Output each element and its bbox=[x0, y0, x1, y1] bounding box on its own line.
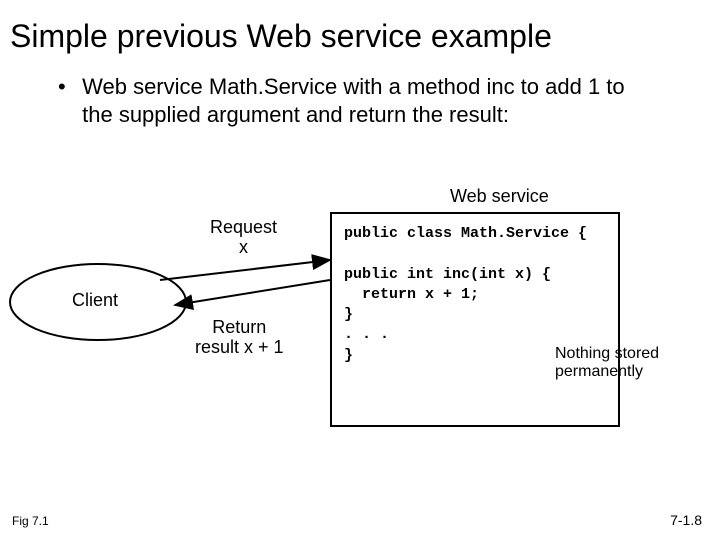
request-label-line1: Request bbox=[210, 217, 277, 237]
request-arrow bbox=[160, 260, 330, 280]
page-number: 7-1.8 bbox=[670, 512, 702, 528]
code-box: public class Math.Service { public int i… bbox=[330, 212, 620, 427]
perm-label-line1: Nothing stored bbox=[555, 345, 659, 362]
code-line-6: . . . bbox=[344, 326, 389, 343]
bullet-item: • Web service Math.Service with a method… bbox=[0, 65, 650, 128]
diagram-area: Web service Client Request x Return resu… bbox=[0, 190, 720, 480]
request-label: Request x bbox=[210, 218, 277, 258]
client-label: Client bbox=[72, 290, 118, 311]
return-label-line2: result x + 1 bbox=[195, 337, 284, 357]
return-label: Return result x + 1 bbox=[195, 318, 284, 358]
slide-title: Simple previous Web service example bbox=[0, 0, 720, 65]
code-line-5: } bbox=[344, 306, 353, 323]
return-arrow bbox=[175, 280, 330, 305]
code-line-3: public int inc(int x) { bbox=[344, 266, 551, 283]
code-line-1: public class Math.Service { bbox=[344, 225, 587, 242]
bullet-dot: • bbox=[58, 73, 76, 101]
code-line-7: } bbox=[344, 347, 353, 364]
nothing-stored-label: Nothing stored permanently bbox=[555, 345, 659, 380]
code-line-4: return x + 1; bbox=[344, 286, 479, 303]
perm-label-line2: permanently bbox=[555, 363, 643, 380]
request-label-line2: x bbox=[239, 237, 248, 257]
bullet-text: Web service Math.Service with a method i… bbox=[82, 73, 642, 128]
return-label-line1: Return bbox=[212, 317, 266, 337]
figure-number: Fig 7.1 bbox=[12, 514, 49, 528]
